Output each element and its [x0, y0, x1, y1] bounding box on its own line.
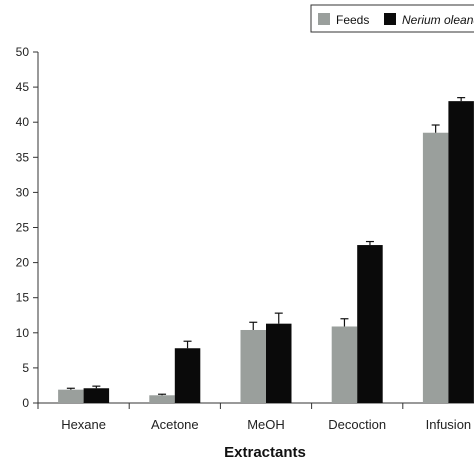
x-category-label: MeOH — [247, 417, 285, 432]
bar-feeds-infusion — [422, 132, 449, 404]
bar-feeds-hexane — [58, 389, 84, 403]
y-tick-label: 10 — [16, 326, 30, 340]
x-category-label: Infusion — [426, 417, 472, 432]
y-tick-label: 25 — [16, 221, 30, 235]
x-category-label: Decoction — [328, 417, 386, 432]
x-axis-title: Extractants — [224, 444, 306, 461]
legend-swatch-feeds — [318, 13, 330, 25]
legend-swatch-nerium — [384, 13, 396, 25]
y-axis: 0 5 10 15 20 25 30 35 40 45 50 — [16, 45, 39, 410]
legend: Feeds Nerium oleander — [310, 4, 474, 33]
bar-feeds-meoh — [240, 329, 266, 403]
y-tick-label: 20 — [16, 256, 30, 270]
y-tick-label: 50 — [16, 45, 30, 59]
x-category-label: Hexane — [61, 417, 106, 432]
y-tick-label: 30 — [16, 185, 30, 199]
bar-feeds-decoction — [331, 326, 358, 403]
bar-nerium-acetone — [174, 348, 201, 403]
bar-feeds-acetone — [149, 395, 175, 403]
x-category-label: Acetone — [151, 417, 199, 432]
legend-label-nerium: Nerium oleander — [402, 13, 474, 27]
bar-nerium-infusion — [448, 101, 474, 403]
bars — [58, 97, 474, 404]
bar-nerium-decoction — [357, 245, 383, 403]
x-axis: Hexane Acetone MeOH Decoction Infusion — [37, 402, 474, 432]
bar-nerium-hexane — [83, 388, 110, 403]
y-tick-label: 45 — [16, 80, 30, 94]
y-tick-label: 15 — [16, 291, 30, 305]
bar-nerium-meoh — [266, 323, 292, 403]
y-tick-label: 0 — [22, 396, 29, 410]
legend-label-feeds: Feeds — [336, 13, 369, 27]
y-tick-label: 35 — [16, 150, 30, 164]
y-tick-label: 5 — [22, 361, 29, 375]
y-tick-label: 40 — [16, 115, 30, 129]
